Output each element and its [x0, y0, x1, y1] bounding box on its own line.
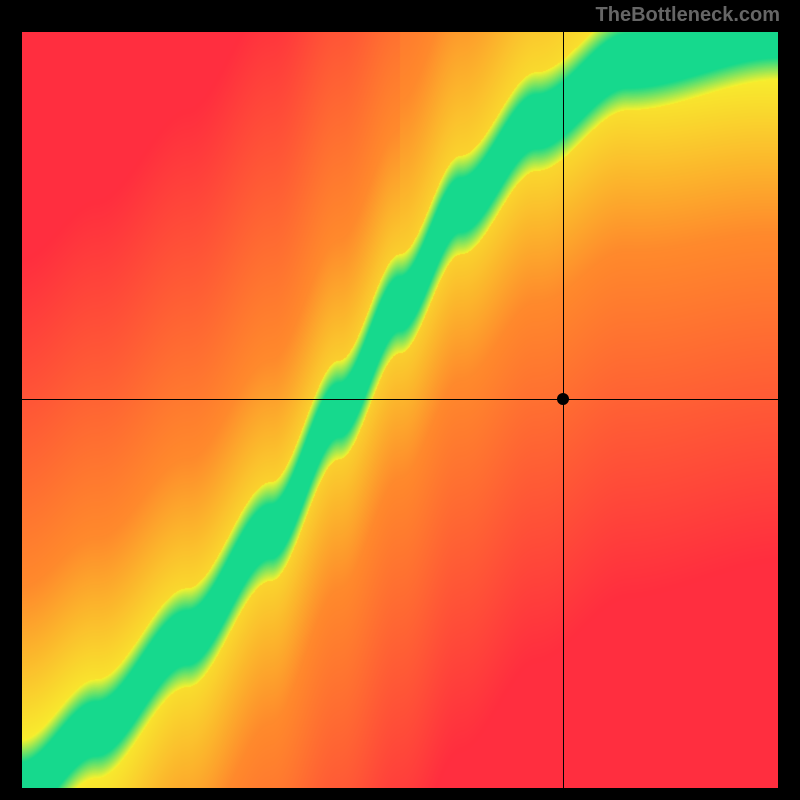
data-point — [557, 393, 569, 405]
heatmap-canvas — [20, 30, 780, 790]
bottleneck-chart — [20, 30, 780, 790]
watermark-text: TheBottleneck.com — [596, 4, 780, 27]
crosshair-horizontal — [20, 399, 780, 400]
crosshair-vertical — [563, 30, 564, 790]
